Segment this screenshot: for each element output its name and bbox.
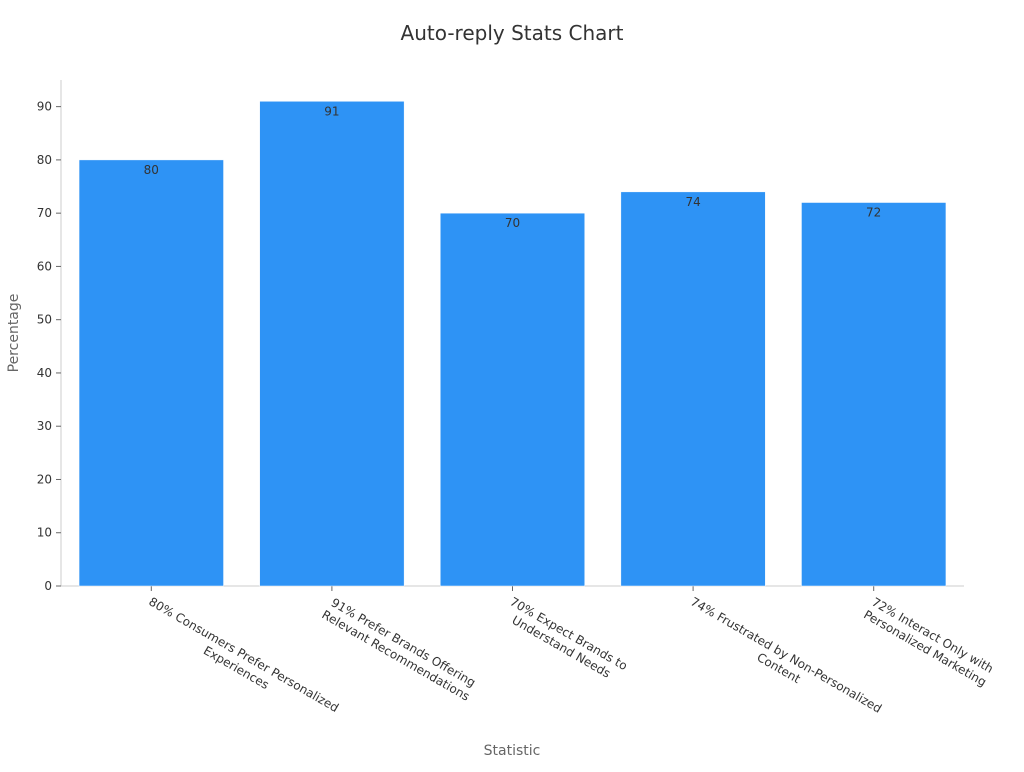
bar[interactable] (440, 212, 585, 587)
data-labels-group: 80 91 70 74 72 (144, 104, 882, 230)
bar-value-label: 70 (505, 216, 520, 230)
y-tick-label: 40 (37, 366, 52, 380)
x-tick-label-line: 80% Consumers Prefer Personalized (146, 594, 341, 715)
chart-title: Auto-reply Stats Chart (401, 21, 624, 45)
bar[interactable] (620, 191, 766, 587)
y-axis: 0 10 20 30 40 50 60 70 80 90 (37, 80, 62, 593)
x-tick-label: 80% Consumers Prefer PersonalizedExperie… (146, 594, 341, 715)
x-tick-label-line: 91% Prefer Brands Offering (329, 595, 478, 689)
bar[interactable] (801, 202, 947, 587)
x-axis-title: Statistic (484, 743, 541, 759)
bars-group (78, 101, 947, 587)
y-tick-label: 90 (37, 100, 52, 114)
y-tick-label: 30 (37, 419, 52, 433)
x-tick-label: 74% Frustrated by Non-PersonalizedConten… (688, 594, 884, 715)
bar[interactable] (259, 101, 405, 587)
x-tick-label-line: 74% Frustrated by Non-Personalized (688, 594, 884, 715)
y-tick-label: 20 (37, 472, 52, 486)
y-tick-label: 70 (37, 206, 52, 220)
bar-value-label: 74 (685, 195, 700, 209)
x-axis: 80% Consumers Prefer PersonalizedExperie… (61, 585, 996, 716)
y-tick-label: 60 (37, 259, 52, 273)
y-tick-label: 50 (37, 313, 52, 327)
bar-value-label: 80 (144, 163, 159, 177)
y-tick-label: 10 (37, 526, 52, 540)
y-tick-label: 0 (44, 579, 52, 593)
bar-value-label: 91 (324, 104, 339, 118)
x-tick-label-line: 72% Interact Only with (869, 595, 995, 676)
x-tick-label-line: Relevant Recommendations (319, 607, 472, 703)
y-axis-title: Percentage (6, 294, 22, 373)
y-tick-label: 80 (37, 153, 52, 167)
bar[interactable] (78, 159, 224, 587)
bar-value-label: 72 (866, 206, 881, 220)
